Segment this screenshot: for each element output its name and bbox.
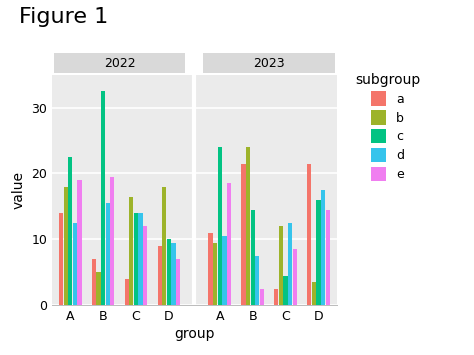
Bar bbox=[125, 279, 129, 305]
Text: 2023: 2023 bbox=[253, 56, 285, 70]
Bar bbox=[227, 183, 231, 305]
Bar bbox=[312, 282, 316, 305]
Bar bbox=[77, 180, 82, 305]
Bar bbox=[279, 226, 283, 305]
Bar bbox=[134, 213, 138, 305]
Bar bbox=[110, 177, 114, 305]
Bar bbox=[260, 289, 264, 305]
Bar bbox=[73, 223, 77, 305]
Bar bbox=[138, 213, 143, 305]
Bar bbox=[222, 236, 227, 305]
Bar bbox=[96, 272, 100, 305]
Bar bbox=[255, 256, 259, 305]
Bar bbox=[101, 91, 105, 305]
Bar bbox=[321, 190, 325, 305]
Bar bbox=[162, 187, 166, 305]
Bar bbox=[246, 147, 250, 305]
Bar bbox=[157, 246, 162, 305]
Bar bbox=[326, 210, 330, 305]
Bar bbox=[274, 289, 279, 305]
Legend: a, b, c, d, e: a, b, c, d, e bbox=[351, 69, 424, 185]
Bar bbox=[167, 239, 171, 305]
Bar bbox=[143, 226, 147, 305]
Bar bbox=[288, 223, 292, 305]
Bar bbox=[283, 275, 288, 305]
Bar bbox=[68, 157, 73, 305]
Bar bbox=[241, 164, 246, 305]
Bar bbox=[316, 200, 320, 305]
Bar bbox=[218, 147, 222, 305]
Bar bbox=[92, 259, 96, 305]
Y-axis label: value: value bbox=[12, 171, 26, 209]
Bar bbox=[209, 233, 213, 305]
Text: Figure 1: Figure 1 bbox=[19, 7, 108, 27]
Bar bbox=[292, 249, 297, 305]
Bar bbox=[129, 197, 134, 305]
Bar bbox=[64, 187, 68, 305]
Bar bbox=[171, 243, 175, 305]
X-axis label: group: group bbox=[174, 327, 215, 341]
Bar bbox=[59, 213, 63, 305]
Bar bbox=[106, 203, 110, 305]
Bar bbox=[307, 164, 311, 305]
Text: 2022: 2022 bbox=[104, 56, 136, 70]
Bar bbox=[213, 243, 218, 305]
Bar bbox=[251, 210, 255, 305]
Bar bbox=[176, 259, 180, 305]
